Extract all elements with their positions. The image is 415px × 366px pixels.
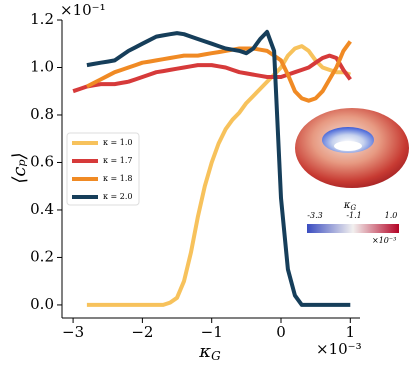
inset-label: κG <box>343 200 357 213</box>
y-multiplier: ×10⁻¹ <box>60 1 106 19</box>
x-tick-label: 1 <box>346 323 356 341</box>
x-tick-label: −1 <box>201 323 223 341</box>
x-tick-label: 0 <box>276 323 286 341</box>
colorbar <box>307 224 399 233</box>
legend-label: κ = 2.0 <box>103 192 133 201</box>
series-line <box>72 53 352 94</box>
y-tick-label: 0.0 <box>30 295 54 313</box>
colorbar-tick-label: 1.0 <box>385 211 398 220</box>
y-tick-label: 0.6 <box>30 152 54 170</box>
y-tick-label: 0.8 <box>30 105 54 123</box>
x-multiplier: ×10⁻³ <box>316 340 362 358</box>
legend-label: κ = 1.0 <box>103 138 133 147</box>
y-tick-label: 0.2 <box>30 247 54 265</box>
series-line <box>86 29 351 307</box>
x-axis-label: κG <box>198 341 221 363</box>
y-axis-label: ⟨cₚ⟩ <box>9 152 30 183</box>
axes <box>61 20 360 319</box>
colorbar-multiplier: ×10⁻³ <box>372 236 396 245</box>
series-line <box>86 44 351 307</box>
torus-inset <box>295 108 409 188</box>
x-tick-label: −2 <box>131 323 153 341</box>
y-tick-label: 1.0 <box>30 57 54 75</box>
legend-label: κ = 1.8 <box>103 174 133 183</box>
series-line <box>85 40 352 103</box>
y-tick-label: 0.4 <box>30 200 54 218</box>
colorbar-tick-label: -3.3 <box>307 211 322 220</box>
legend-label: κ = 1.7 <box>103 156 133 165</box>
y-tick-label: 1.2 <box>30 10 54 28</box>
legend-box <box>66 132 140 206</box>
x-tick-label: −3 <box>62 323 84 341</box>
colorbar-tick-label: -1.1 <box>346 211 361 220</box>
